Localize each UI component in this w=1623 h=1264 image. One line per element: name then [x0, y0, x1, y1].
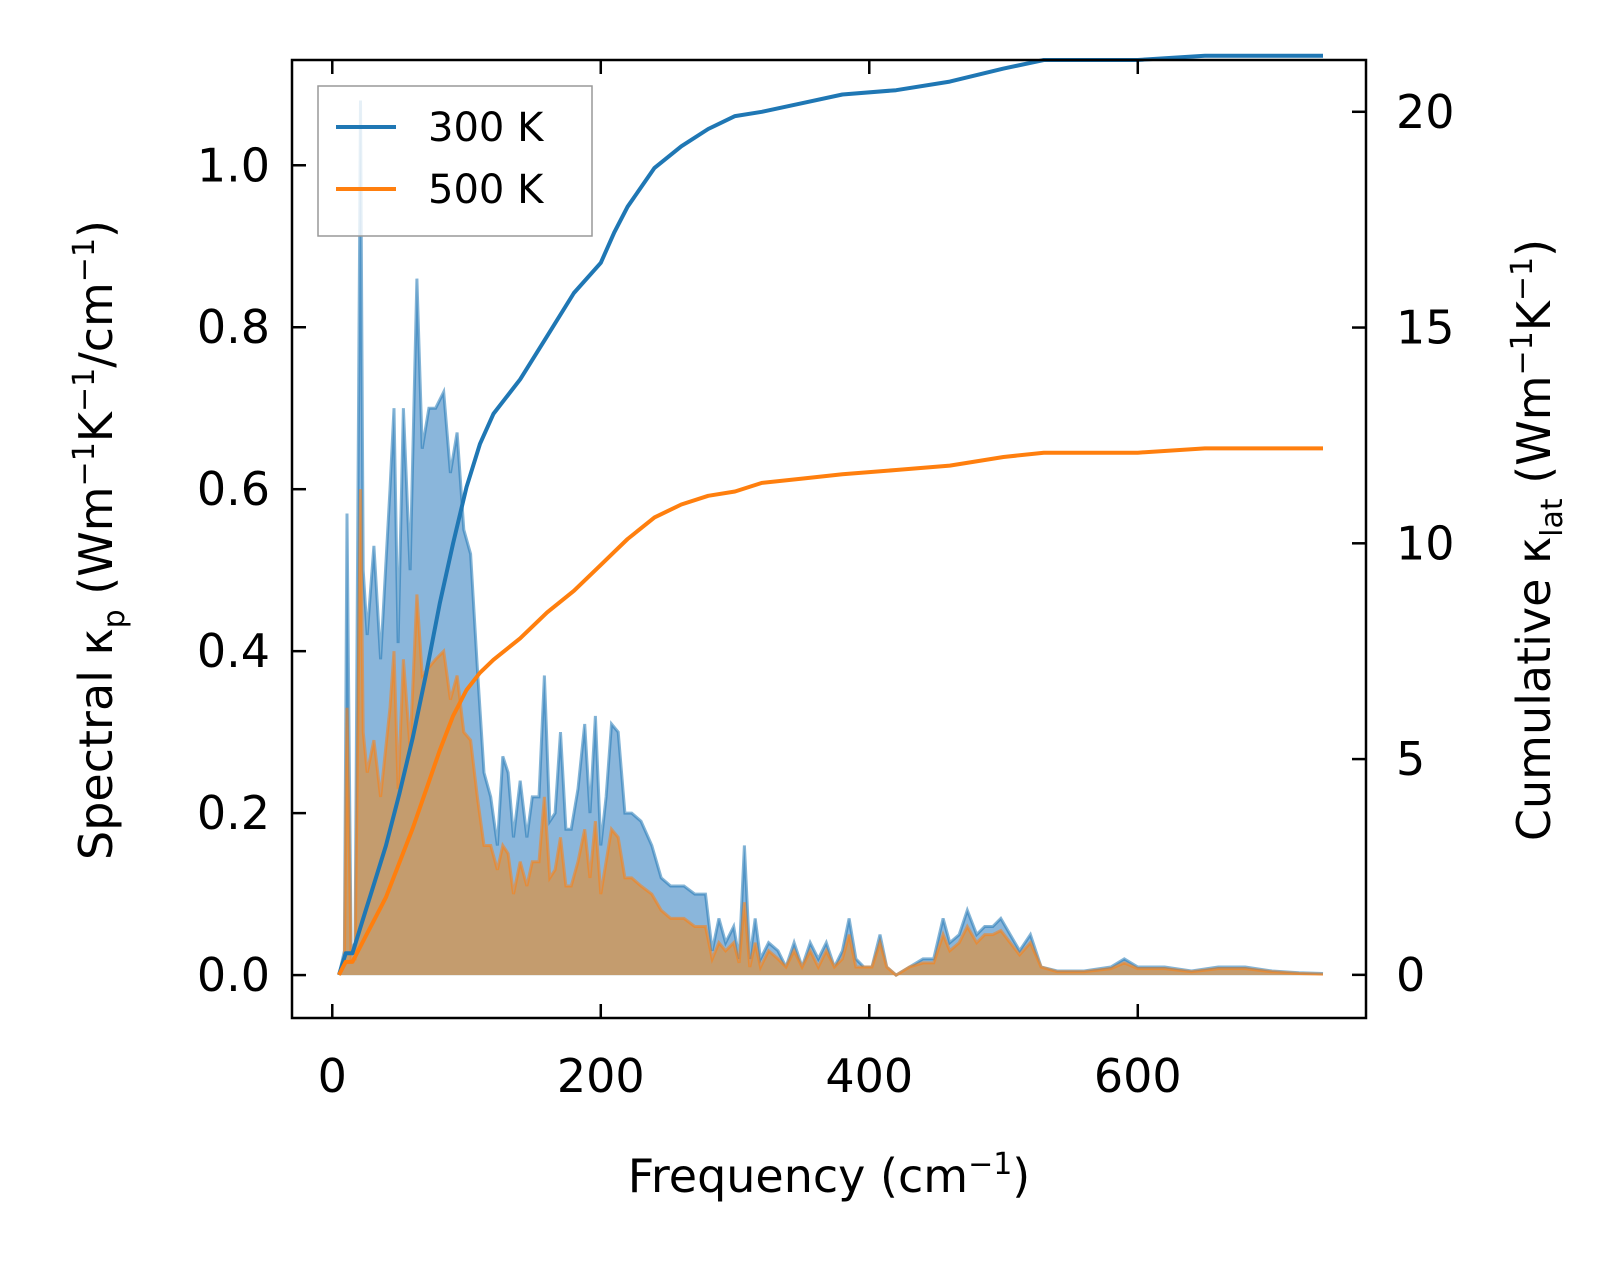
y-left-tick-label: 0.2: [197, 786, 270, 840]
spectral-outline-300k: [337, 100, 1324, 977]
legend-label-300k: 300 K: [428, 105, 545, 151]
axis-ticks: [292, 60, 1366, 1018]
y-left-tick-label: 0.0: [197, 948, 270, 1002]
cumulative-line-300k: [337, 53, 1323, 976]
y-left-tick-label: 0.8: [197, 300, 270, 354]
cumulative-line-500k: [337, 446, 1323, 976]
y-left-tick-label: 1.0: [197, 138, 270, 192]
spectral-fills: [337, 100, 1324, 977]
legend-label-500k: 500 K: [428, 167, 545, 213]
legend: 300 K 500 K: [317, 85, 593, 237]
y-right-tick-label: 20: [1396, 85, 1455, 139]
x-tick-label: 0: [318, 1049, 347, 1103]
x-tick-label: 400: [825, 1049, 913, 1103]
spectral-outline-500k: [337, 489, 1324, 977]
y-right-tick-label: 5: [1396, 732, 1425, 786]
left-y-axis-title: Spectral κp (Wm−1K−1/cm−1): [67, 220, 132, 860]
y-left-tick-label: 0.4: [197, 624, 270, 678]
y-right-tick-label: 0: [1396, 948, 1425, 1002]
x-tick-label: 200: [557, 1049, 645, 1103]
spectral-area-300k: [339, 100, 1323, 976]
y-right-tick-label: 10: [1396, 516, 1455, 570]
right-y-axis-title: Cumulative κlat (Wm−1K−1): [1505, 239, 1570, 841]
y-left-tick-label: 0.6: [197, 462, 270, 516]
x-axis-title: Frequency (cm−1): [628, 1147, 1031, 1203]
y-right-tick-label: 15: [1396, 301, 1455, 355]
spectral-area-500k: [339, 489, 1323, 976]
cumulative-lines: [337, 53, 1323, 976]
legend-box: [317, 85, 593, 237]
plot-frame: [290, 58, 1368, 1020]
x-tick-label: 600: [1094, 1049, 1182, 1103]
